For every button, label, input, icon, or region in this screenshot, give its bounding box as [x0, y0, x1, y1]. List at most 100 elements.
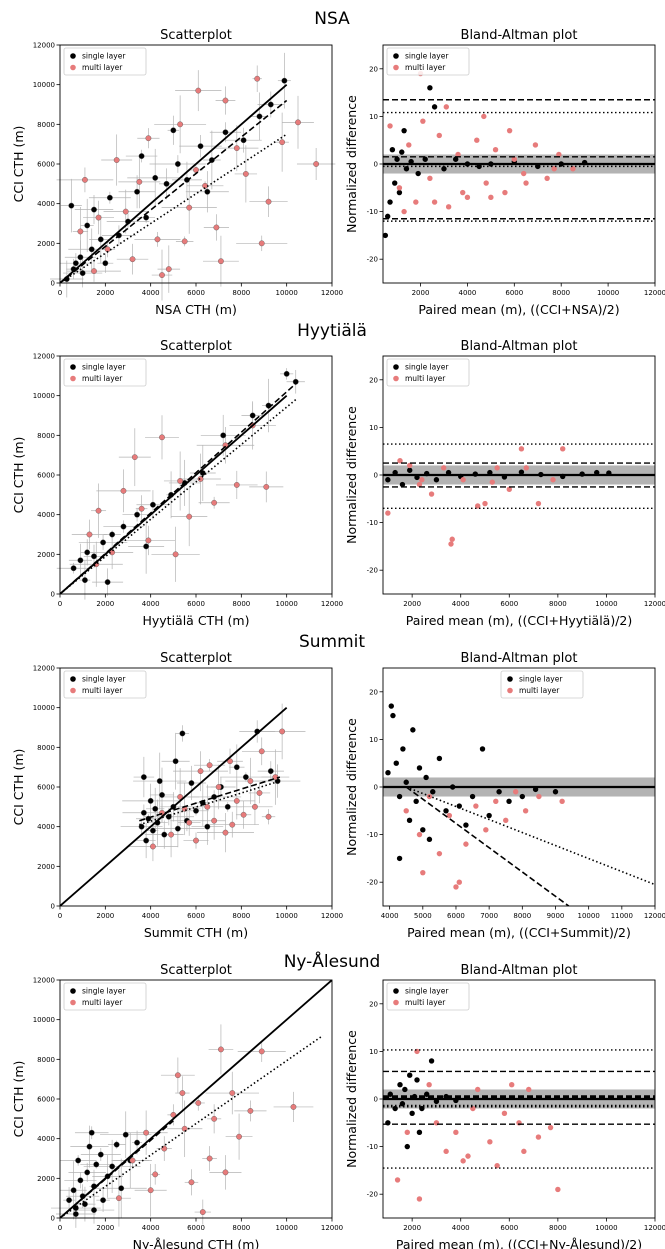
single-layer-point [164, 181, 169, 186]
single-layer-point [293, 379, 298, 384]
y-tick-label: 6000 [37, 161, 55, 169]
x-tick-label: 10000 [597, 289, 619, 297]
y-tick-label: 4000 [37, 511, 55, 519]
single-layer-point [66, 1197, 71, 1202]
single-layer-point [119, 1186, 124, 1191]
x-tick-label: 4000 [458, 289, 476, 297]
x-tick-label: 12000 [644, 600, 665, 608]
multi-layer-point [526, 1087, 531, 1092]
scatter-panel: 0 2000 4000 6000 8000 10000 12000 0 2000 4000 6000… [11, 651, 343, 940]
site-title: Summit [299, 632, 365, 652]
multi-layer-point [426, 1082, 431, 1087]
y-axis-label: CCI CTH (m) [11, 1061, 26, 1138]
multi-layer-point [521, 171, 526, 176]
y-axis-label: CCI CTH (m) [11, 749, 26, 826]
multi-layer-point [406, 142, 411, 147]
legend-marker-single [70, 988, 76, 994]
y-tick-label: 20 [369, 376, 378, 384]
single-layer-point [109, 532, 114, 537]
single-layer-point [141, 810, 146, 815]
multi-layer-point [230, 1090, 235, 1095]
x-axis-label: NSA CTH (m) [155, 302, 237, 317]
single-layer-point [69, 203, 74, 208]
single-layer-point [175, 826, 180, 831]
multi-layer-point [536, 1134, 541, 1139]
y-tick-label: 0 [374, 1096, 378, 1104]
y-tick-label: -10 [367, 208, 378, 216]
y-tick-label: 20 [369, 65, 378, 73]
y-tick-label: 12000 [33, 977, 55, 985]
legend-marker-multi [70, 1000, 76, 1006]
single-layer-point [78, 1178, 83, 1183]
single-layer-point [429, 1058, 434, 1063]
multi-layer-point [509, 1082, 514, 1087]
multi-layer-point [420, 870, 425, 875]
single-layer-point [134, 512, 139, 517]
multi-layer-point [493, 147, 498, 152]
single-layer-point [221, 433, 226, 438]
single-layer-point [82, 1201, 87, 1206]
legend-marker-multi [393, 65, 399, 71]
multi-layer-point [544, 176, 549, 181]
single-layer-point [89, 1130, 94, 1135]
x-tick-label: 12000 [321, 600, 343, 608]
multi-layer-point [200, 1209, 205, 1214]
multi-layer-point [175, 1073, 180, 1078]
x-tick-label: 10000 [578, 912, 600, 920]
single-layer-point [143, 544, 148, 549]
x-tick-label: 10000 [595, 1224, 617, 1232]
y-tick-label: 20 [369, 1000, 378, 1008]
multi-layer-point [193, 838, 198, 843]
y-tick-label: 10000 [33, 704, 55, 712]
multi-layer-point [420, 118, 425, 123]
x-tick-label: 6000 [187, 600, 205, 608]
y-tick-label: 2000 [37, 240, 55, 248]
multi-layer-point [279, 139, 284, 144]
single-layer-point [73, 260, 78, 265]
site-title: NSA [314, 9, 350, 29]
x-tick-label: 2000 [403, 1224, 421, 1232]
multi-layer-point [189, 1180, 194, 1185]
multi-layer-point [507, 128, 512, 133]
legend-marker-single [393, 364, 399, 370]
multi-layer-point [536, 794, 541, 799]
single-layer-point [98, 237, 103, 242]
single-layer-point [91, 554, 96, 559]
x-tick-label: 12000 [644, 912, 665, 920]
x-tick-label: 6000 [187, 1224, 205, 1232]
single-layer-point [506, 799, 511, 804]
x-tick-label: 12000 [644, 289, 665, 297]
multi-layer-point [255, 76, 260, 81]
x-tick-label: 8000 [549, 1224, 567, 1232]
multi-layer-point [78, 229, 83, 234]
single-layer-point [189, 780, 194, 785]
panel-title: Scatterplot [160, 651, 232, 666]
x-tick-label: 8000 [232, 289, 250, 297]
legend: single layer multi layer [64, 671, 146, 698]
x-tick-label: 0 [58, 289, 62, 297]
multi-layer-point [132, 454, 137, 459]
multi-layer-point [502, 190, 507, 195]
multi-layer-point [419, 477, 424, 482]
single-layer-point [198, 143, 203, 148]
single-layer-point [282, 78, 287, 83]
single-layer-point [100, 1197, 105, 1202]
multi-layer-point [463, 841, 468, 846]
panel-title: Bland-Altman plot [461, 339, 578, 354]
fit-line [406, 787, 569, 906]
single-layer-point [85, 1170, 90, 1175]
multi-layer-point [96, 215, 101, 220]
multi-layer-point [87, 532, 92, 537]
single-layer-point [78, 558, 83, 563]
multi-layer-point [259, 1049, 264, 1054]
multi-layer-point [460, 190, 465, 195]
single-layer-point [143, 838, 148, 843]
multi-layer-point [207, 1156, 212, 1161]
multi-layer-point [483, 827, 488, 832]
x-tick-label: 8000 [552, 289, 570, 297]
y-tick-label: 0 [51, 591, 55, 599]
fit-line [60, 85, 287, 283]
single-layer-point [71, 1188, 76, 1193]
legend-label-single: single layer [82, 363, 126, 372]
multi-layer-point [432, 199, 437, 204]
